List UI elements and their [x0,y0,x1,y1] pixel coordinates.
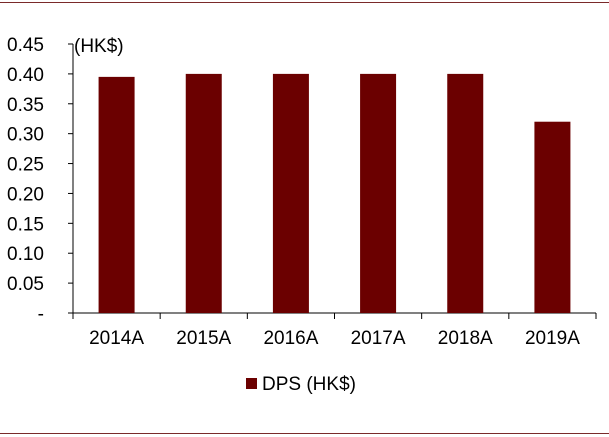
legend: DPS (HK$) [246,374,356,395]
bar-2018A [447,73,484,313]
y-tick-label: 0.35 [7,95,44,116]
bar-2016A [272,73,309,313]
x-tick-label: 2016A [263,328,318,349]
legend-label: DPS (HK$) [262,374,356,395]
legend-swatch [246,378,257,389]
y-tick-label: 0.30 [7,125,44,146]
y-axis: - 0.05 0.10 0.15 0.20 0.25 0.30 0.35 0.40 0.45 [7,35,74,325]
x-tick-label: 2014A [89,328,144,349]
y-tick-label: 0.10 [7,244,44,265]
x-tick-label: 2017A [351,328,406,349]
bars [98,73,571,313]
y-tick-label: 0.40 [7,65,44,86]
bottom-border-rule [0,433,609,434]
x-axis: 2014A 2015A 2016A 2017A 2018A 2019A [72,312,597,349]
bar-2014A [98,76,135,313]
y-tick-label: 0.25 [7,155,44,176]
y-tick-label: - [38,304,44,325]
y-unit-label: (HK$) [74,36,124,57]
x-tick-label: 2019A [525,328,580,349]
bar-2017A [360,73,397,313]
bar-2015A [185,73,222,313]
y-tick-label: 0.05 [7,274,44,295]
y-tick-label: 0.20 [7,184,44,205]
y-tick-label: 0.15 [7,214,44,235]
bar-2019A [534,121,571,313]
x-tick-label: 2018A [438,328,493,349]
y-tick-label: 0.45 [7,35,44,56]
top-border-rule [0,2,609,3]
x-tick-label: 2015A [176,328,231,349]
